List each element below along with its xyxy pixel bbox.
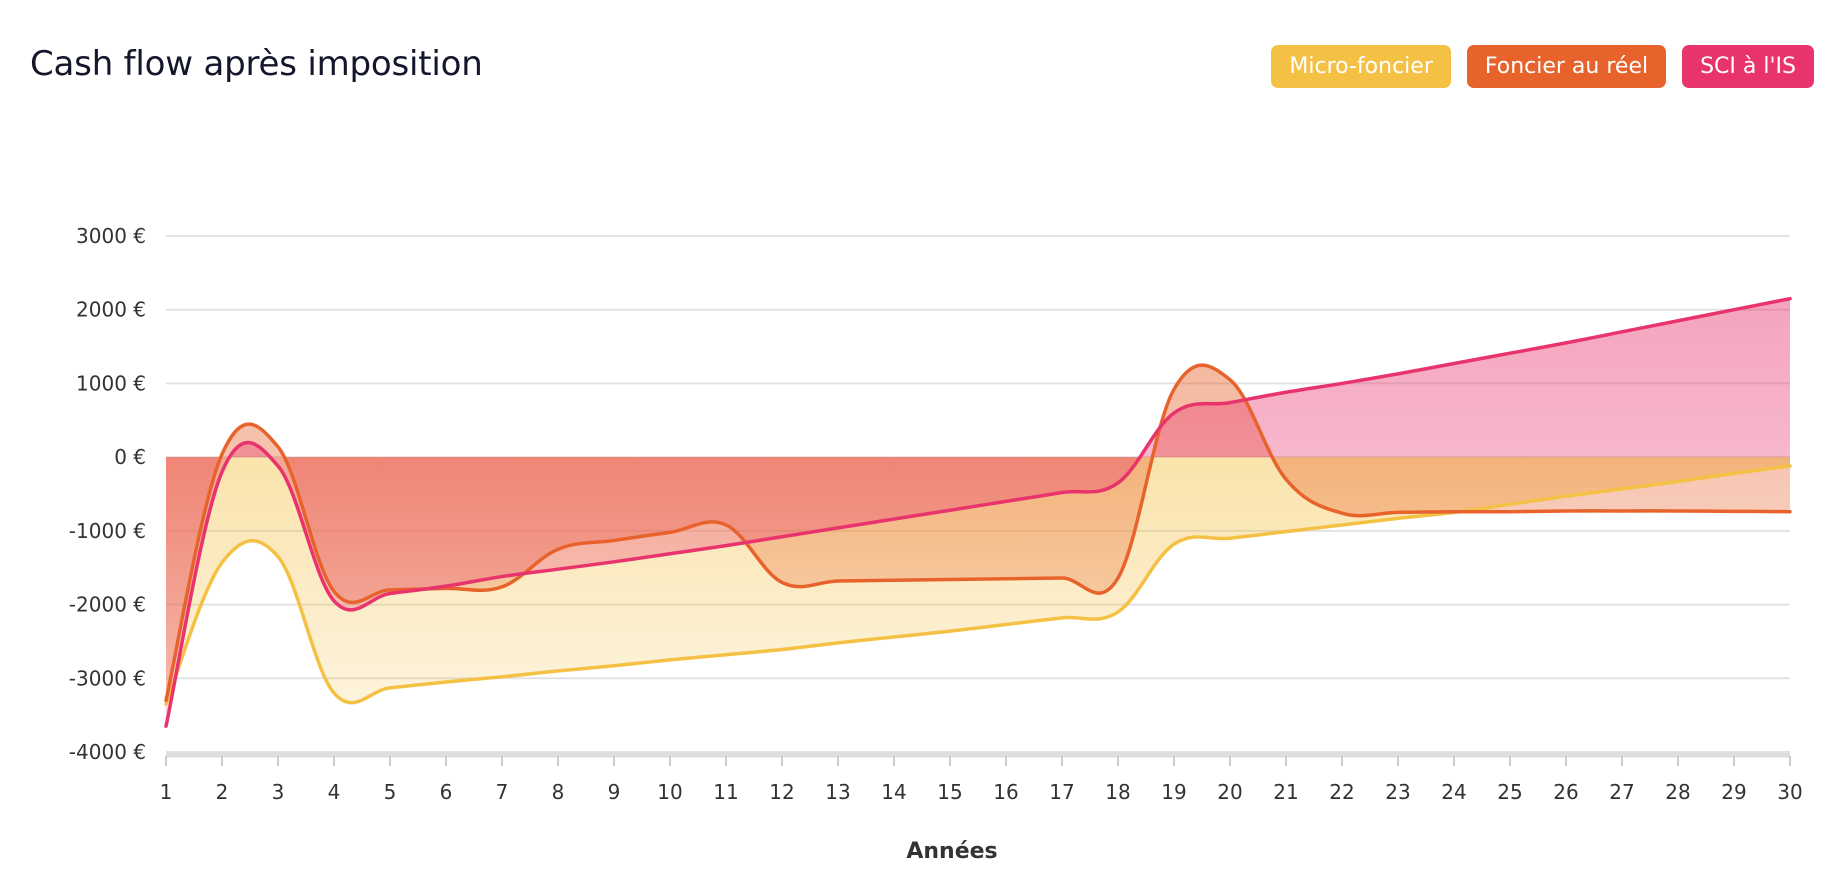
x-tick-label: 23 (1385, 780, 1410, 804)
y-tick-label: 1000 € (76, 371, 146, 395)
line-foncier-au-reel (164, 363, 1792, 703)
x-tick-label: 20 (1217, 780, 1242, 804)
y-tick-label: -1000 € (69, 519, 146, 543)
x-tick-label: 17 (1049, 780, 1074, 804)
y-tick-label: 3000 € (76, 224, 146, 248)
x-tick-label: 22 (1329, 780, 1354, 804)
chart-title: Cash flow après imposition (30, 44, 483, 84)
x-tick-label: 14 (881, 780, 906, 804)
legend-button-sci-a-l-is[interactable]: SCI à l'IS (1682, 45, 1814, 88)
x-tick-label: 2 (216, 780, 229, 804)
x-tick-label: 6 (440, 780, 453, 804)
legend-button-foncier-au-reel[interactable]: Foncier au réel (1466, 45, 1667, 88)
legend: Micro-foncier Foncier au réel SCI à l'IS (1271, 45, 1814, 88)
x-tick-label: 25 (1497, 780, 1522, 804)
x-tick-label: 7 (496, 780, 509, 804)
x-tick-label: 1 (160, 780, 173, 804)
x-axis-title: Années (906, 839, 997, 864)
x-tick-label: 4 (328, 780, 341, 804)
x-tick-label: 19 (1161, 780, 1186, 804)
x-tick-label: 18 (1105, 780, 1130, 804)
x-tick-label: 11 (713, 780, 738, 804)
x-tick-label: 26 (1553, 780, 1578, 804)
x-tick-label: 30 (1777, 780, 1802, 804)
line-sci-a-l-is (164, 296, 1792, 728)
x-tick-label: 28 (1665, 780, 1690, 804)
x-tick-label: 13 (825, 780, 850, 804)
y-tick-label: 0 € (114, 445, 146, 469)
x-tick-label: 10 (657, 780, 682, 804)
x-tick-label: 16 (993, 780, 1018, 804)
x-tick-label: 15 (937, 780, 962, 804)
x-tick-label: 5 (384, 780, 397, 804)
x-tick-label: 8 (552, 780, 565, 804)
x-tick-label: 21 (1273, 780, 1298, 804)
y-tick-label: -3000 € (69, 666, 146, 690)
y-tick-label: -4000 € (69, 740, 146, 764)
y-tick-label: 2000 € (76, 298, 146, 322)
x-tick-label: 3 (272, 780, 285, 804)
y-tick-label: -2000 € (69, 593, 146, 617)
x-tick-label: 29 (1721, 780, 1746, 804)
area-foncier-au-reel (166, 365, 1790, 701)
legend-button-micro-foncier[interactable]: Micro-foncier (1271, 45, 1451, 88)
x-tick-label: 12 (769, 780, 794, 804)
x-tick-label: 27 (1609, 780, 1634, 804)
x-tick-label: 24 (1441, 780, 1466, 804)
x-tick-label: 9 (608, 780, 621, 804)
area-sci-a-l-is (166, 298, 1790, 727)
